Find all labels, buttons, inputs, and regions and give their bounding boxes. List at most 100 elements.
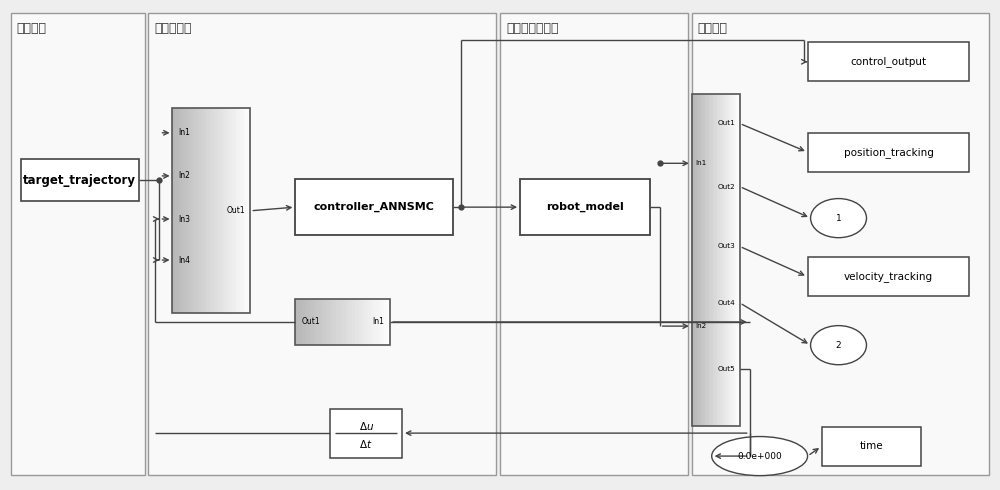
Bar xyxy=(21,159,139,201)
Text: robot_model: robot_model xyxy=(546,202,624,212)
Bar xyxy=(700,94,701,426)
Text: target_trajectory: target_trajectory xyxy=(23,174,136,187)
Bar xyxy=(240,108,243,314)
Text: In1: In1 xyxy=(178,128,190,137)
Bar xyxy=(175,108,178,314)
Text: $\Delta u$: $\Delta u$ xyxy=(359,420,374,432)
Bar xyxy=(295,179,453,235)
Bar xyxy=(214,108,217,314)
Bar xyxy=(295,299,390,345)
Bar xyxy=(693,94,695,426)
Text: 2: 2 xyxy=(836,341,841,350)
Bar xyxy=(317,299,321,345)
Bar xyxy=(728,94,730,426)
Bar xyxy=(822,427,921,466)
Bar xyxy=(330,299,333,345)
Bar xyxy=(362,299,365,345)
Bar xyxy=(724,94,725,426)
Text: controller_ANNSMC: controller_ANNSMC xyxy=(314,202,435,212)
Text: 输入模块: 输入模块 xyxy=(17,22,47,35)
Text: Out3: Out3 xyxy=(718,244,736,249)
Bar xyxy=(314,299,317,345)
Bar xyxy=(708,94,709,426)
Bar xyxy=(711,94,713,426)
Bar xyxy=(222,108,224,314)
Bar xyxy=(148,13,496,475)
Bar xyxy=(333,299,336,345)
Bar xyxy=(183,108,185,314)
Bar xyxy=(378,299,381,345)
Bar xyxy=(705,94,706,426)
Bar xyxy=(227,108,230,314)
Bar xyxy=(697,94,698,426)
Bar xyxy=(237,108,240,314)
Bar xyxy=(695,94,697,426)
Bar xyxy=(248,108,250,314)
Bar xyxy=(714,94,716,426)
Bar xyxy=(311,299,314,345)
Bar xyxy=(298,299,302,345)
Bar xyxy=(245,108,248,314)
Text: Out1: Out1 xyxy=(227,206,245,215)
Bar xyxy=(692,94,740,426)
Bar xyxy=(371,299,374,345)
Text: In1: In1 xyxy=(372,318,384,326)
Bar xyxy=(324,299,327,345)
Bar xyxy=(384,299,387,345)
Text: 动力学模型模块: 动力学模型模块 xyxy=(506,22,558,35)
Bar xyxy=(722,94,724,426)
Bar xyxy=(808,133,969,172)
Bar xyxy=(198,108,201,314)
Text: Out2: Out2 xyxy=(718,184,736,190)
Bar xyxy=(719,94,720,426)
Bar xyxy=(701,94,703,426)
Bar xyxy=(349,299,352,345)
Bar xyxy=(736,94,738,426)
Bar xyxy=(352,299,355,345)
Text: In1: In1 xyxy=(696,160,707,166)
Bar xyxy=(735,94,736,426)
Ellipse shape xyxy=(712,437,808,476)
Bar xyxy=(346,299,349,345)
Bar xyxy=(387,299,390,345)
Text: Out4: Out4 xyxy=(718,300,736,306)
Bar xyxy=(706,94,708,426)
Bar xyxy=(692,13,989,475)
Text: In2: In2 xyxy=(178,172,190,180)
Bar xyxy=(732,94,733,426)
Bar xyxy=(180,108,183,314)
Bar xyxy=(295,299,298,345)
Bar xyxy=(692,94,693,426)
Text: 输出模块: 输出模块 xyxy=(698,22,728,35)
Bar xyxy=(235,108,237,314)
Text: In3: In3 xyxy=(178,215,190,223)
Bar xyxy=(500,13,688,475)
Bar xyxy=(717,94,719,426)
Bar xyxy=(243,108,245,314)
Bar xyxy=(206,108,209,314)
Bar xyxy=(713,94,714,426)
Bar xyxy=(305,299,308,345)
Bar xyxy=(321,299,324,345)
Bar xyxy=(178,108,180,314)
Bar xyxy=(340,299,343,345)
Text: 1: 1 xyxy=(836,214,841,222)
Text: 0.0e+000: 0.0e+000 xyxy=(737,452,782,461)
Bar xyxy=(204,108,206,314)
Bar xyxy=(365,299,368,345)
Bar xyxy=(185,108,188,314)
Text: 控制器模块: 控制器模块 xyxy=(154,22,192,35)
Bar xyxy=(209,108,211,314)
Bar xyxy=(188,108,191,314)
Bar xyxy=(327,299,330,345)
Bar xyxy=(381,299,384,345)
Bar xyxy=(330,409,402,458)
Bar xyxy=(211,108,214,314)
Text: time: time xyxy=(860,441,883,451)
Ellipse shape xyxy=(811,326,866,365)
Text: Out5: Out5 xyxy=(718,367,736,372)
Bar xyxy=(730,94,732,426)
Bar xyxy=(224,108,227,314)
Bar xyxy=(725,94,727,426)
Text: Out1: Out1 xyxy=(718,121,736,126)
